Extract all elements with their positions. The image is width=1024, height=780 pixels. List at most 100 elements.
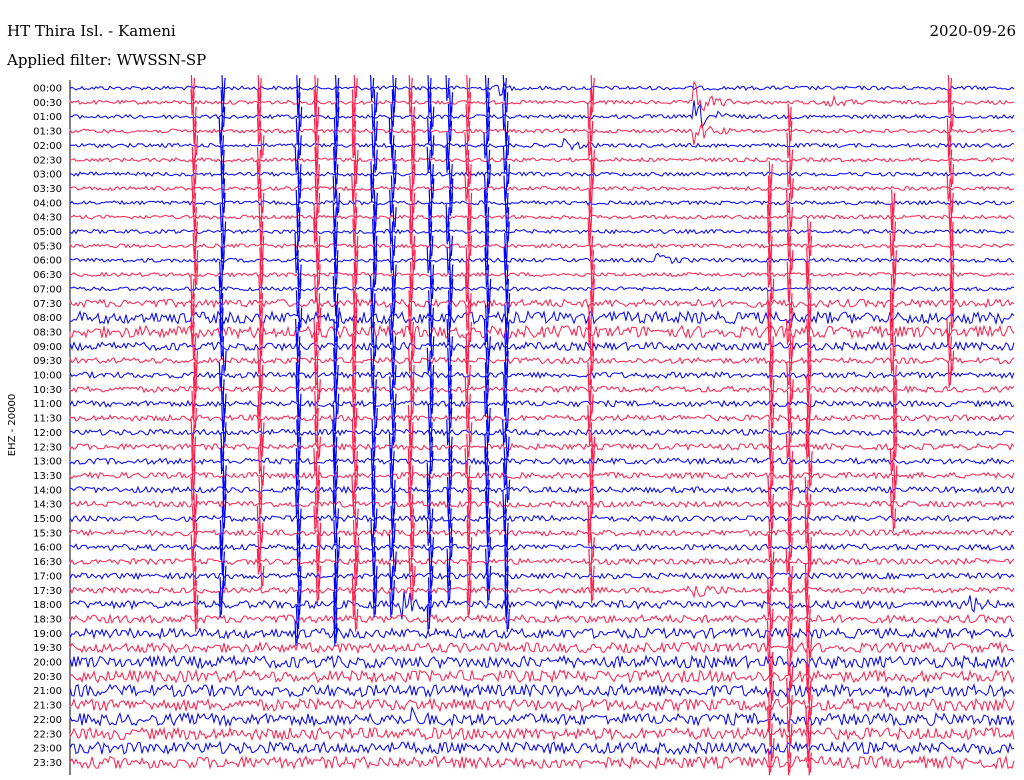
trace-row-2330 bbox=[69, 754, 1015, 771]
tick-label-1100: 11:00 bbox=[33, 399, 62, 410]
tick-label-1230: 12:30 bbox=[33, 442, 62, 453]
trace-row-0400 bbox=[69, 199, 1015, 206]
tick-label-0500: 05:00 bbox=[33, 227, 62, 238]
trace-row-0800 bbox=[69, 309, 1015, 326]
trace-row-1130 bbox=[69, 413, 1015, 423]
tick-label-0900: 09:00 bbox=[33, 342, 62, 353]
spike-column-7 bbox=[369, 75, 378, 618]
tick-label-1500: 15:00 bbox=[33, 514, 62, 525]
tick-label-1600: 16:00 bbox=[33, 543, 62, 554]
tick-label-1800: 18:00 bbox=[33, 600, 62, 611]
tick-label-1430: 14:30 bbox=[33, 500, 62, 511]
spike-column-5 bbox=[332, 75, 341, 647]
trace-row-1600 bbox=[69, 543, 1015, 552]
tick-label-0530: 05:30 bbox=[33, 241, 62, 252]
trace-row-1830 bbox=[69, 613, 1015, 625]
trace-row-0200 bbox=[69, 137, 1014, 151]
spike-column-16 bbox=[766, 161, 775, 776]
tick-label-0000: 00:00 bbox=[33, 84, 62, 95]
trace-row-1900 bbox=[69, 626, 1015, 640]
filter-label: Applied filter: WWSSN-SP bbox=[6, 51, 206, 69]
spike-column-18 bbox=[804, 218, 813, 776]
trace-row-0730 bbox=[69, 297, 1015, 309]
trace-row-1500 bbox=[69, 514, 1015, 523]
spike-column-14 bbox=[502, 75, 511, 632]
tick-label-0030: 00:30 bbox=[33, 98, 62, 109]
spike-column-13 bbox=[483, 75, 492, 604]
spike-column-9 bbox=[407, 75, 416, 604]
spike-column-11 bbox=[445, 75, 454, 604]
tick-label-0730: 07:30 bbox=[33, 299, 62, 310]
spike-column-1 bbox=[218, 75, 227, 618]
trace-row-1630 bbox=[69, 557, 1015, 566]
trace-row-0830 bbox=[69, 324, 1015, 340]
trace-row-2000 bbox=[69, 654, 1015, 670]
tick-label-2330: 23:30 bbox=[33, 758, 62, 769]
spike-column-2 bbox=[256, 75, 265, 589]
tick-label-0330: 03:30 bbox=[33, 184, 62, 195]
spike-column-10 bbox=[426, 75, 435, 632]
tick-label-2100: 21:00 bbox=[33, 686, 62, 697]
tick-label-2130: 21:30 bbox=[33, 701, 62, 712]
trace-row-2130 bbox=[69, 697, 1015, 713]
tick-label-1630: 16:30 bbox=[33, 557, 62, 568]
tick-label-1300: 13:00 bbox=[33, 457, 62, 468]
tick-label-0830: 08:30 bbox=[33, 327, 62, 338]
tick-label-2200: 22:00 bbox=[33, 715, 62, 726]
tick-label-1330: 13:30 bbox=[33, 471, 62, 482]
trace-row-0630 bbox=[69, 271, 1015, 278]
trace-row-0000 bbox=[69, 81, 1015, 97]
date-label: 2020-09-26 bbox=[930, 22, 1016, 40]
trace-row-2200 bbox=[69, 705, 1015, 728]
tick-label-2230: 22:30 bbox=[33, 729, 62, 740]
trace-row-1300 bbox=[69, 456, 1015, 466]
trace-row-0100 bbox=[69, 100, 1015, 128]
trace-row-0230 bbox=[69, 156, 1015, 163]
trace-row-0300 bbox=[69, 171, 1015, 177]
time-tick-labels: 00:00 00:30 01:00 01:30 02:00 02:30 03:00 03:30… bbox=[33, 84, 62, 769]
tick-label-0230: 02:30 bbox=[33, 155, 62, 166]
tick-label-1830: 18:30 bbox=[33, 614, 62, 625]
tick-label-0400: 04:00 bbox=[33, 198, 62, 209]
spike-column-20 bbox=[946, 75, 955, 388]
tick-label-2030: 20:30 bbox=[33, 672, 62, 683]
trace-row-1530 bbox=[69, 528, 1015, 538]
trace-row-2230 bbox=[69, 726, 1015, 742]
tick-label-1030: 10:30 bbox=[33, 385, 62, 396]
trace-row-2300 bbox=[69, 740, 1015, 756]
spike-column-17 bbox=[785, 103, 794, 776]
trace-row-1030 bbox=[69, 384, 1015, 394]
spike-column-6 bbox=[351, 75, 360, 632]
trace-row-1800 bbox=[69, 591, 1015, 620]
trace-row-1230 bbox=[69, 442, 1015, 452]
spike-column-15 bbox=[587, 75, 596, 604]
trace-row-0030 bbox=[69, 80, 1015, 112]
trace-row-0900 bbox=[69, 340, 1015, 352]
tick-label-1130: 11:30 bbox=[33, 414, 62, 425]
spike-column-8 bbox=[388, 75, 397, 618]
tick-label-2000: 20:00 bbox=[33, 658, 62, 669]
station-title: HT Thira Isl. - Kameni bbox=[7, 22, 176, 40]
tick-label-1000: 10:00 bbox=[33, 371, 62, 382]
tick-label-1400: 14:00 bbox=[33, 485, 62, 496]
tick-label-1900: 19:00 bbox=[33, 629, 62, 640]
spike-column-0 bbox=[190, 75, 199, 632]
tick-label-0430: 04:30 bbox=[33, 213, 62, 224]
trace-row-0430 bbox=[69, 214, 1015, 220]
trace-row-1730 bbox=[69, 585, 1015, 599]
trace-row-0330 bbox=[69, 185, 1015, 192]
tick-label-2300: 23:00 bbox=[33, 744, 62, 755]
spike-column-3 bbox=[294, 75, 303, 647]
tick-label-0700: 07:00 bbox=[33, 284, 62, 295]
spike-column-12 bbox=[464, 75, 473, 618]
tick-label-0630: 06:30 bbox=[33, 270, 62, 281]
spike-column-4 bbox=[313, 75, 322, 604]
tick-label-0300: 03:00 bbox=[33, 170, 62, 181]
tick-label-1700: 17:00 bbox=[33, 571, 62, 582]
y-axis-label: EHZ - 20000 bbox=[7, 394, 18, 456]
tick-label-0600: 06:00 bbox=[33, 256, 62, 267]
tick-label-1200: 12:00 bbox=[33, 428, 62, 439]
tick-label-0100: 01:00 bbox=[33, 112, 62, 123]
trace-row-0700 bbox=[69, 285, 1015, 292]
